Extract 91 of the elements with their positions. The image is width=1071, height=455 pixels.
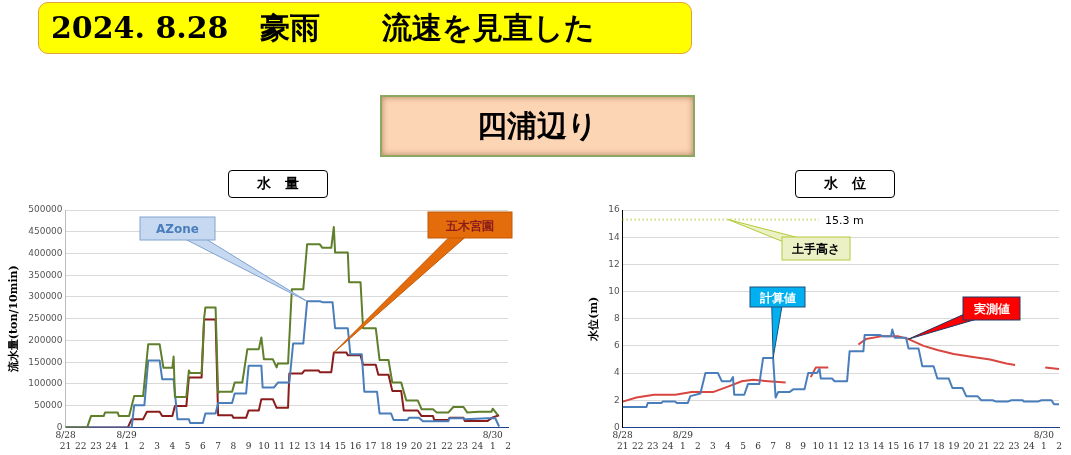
y-tick-label: 0 (56, 421, 63, 432)
x-tick-label: 24 (1023, 440, 1035, 451)
x-tick-label: 2 (1056, 440, 1062, 451)
x-tick-label: 11 (827, 440, 840, 451)
y-tick-label: 450000 (28, 226, 63, 237)
x-tick-label: 16 (349, 440, 362, 451)
x-tick-label: 15 (887, 440, 900, 451)
y-tick-label: 10 (608, 285, 620, 296)
x-tick-label: 20 (962, 440, 975, 451)
y-tick-label: 12 (608, 258, 620, 269)
y-tick-label: 400000 (28, 247, 63, 258)
x-tick-label: 22 (441, 440, 453, 451)
x-tick-label: 23 (90, 440, 103, 451)
x-tick-label: 4 (725, 440, 732, 451)
x-tick-label: 8/30 1 (482, 430, 504, 451)
chart-title: 水 位 (795, 170, 895, 198)
x-tick-label: 21 (978, 440, 990, 451)
text: AZone (156, 222, 199, 236)
x-tick-label: 17 (364, 440, 377, 451)
annotation: 土手高さ (791, 242, 840, 256)
y-tick-label: 250000 (28, 313, 63, 324)
x-tick-label: 24 (471, 440, 484, 451)
text: 2024. 8.28 豪雨 流速を見直した (38, 2, 692, 54)
x-tick-label: 9 (800, 440, 807, 451)
x-tick-label: 14 (319, 440, 331, 451)
x-tick-label: 22 (993, 440, 1005, 451)
x-tick-label: 7 (215, 440, 222, 451)
y-tick-label: 150000 (28, 356, 63, 367)
x-tick-label: 5 (184, 440, 191, 451)
x-tick-label: 16 (902, 440, 915, 451)
y-axis-title: 流水量(ton/10min) (7, 265, 21, 374)
y-axis-title: 水位(m) (587, 296, 601, 342)
x-tick-label: 8/29 1 (116, 430, 137, 451)
x-tick-label: 24 (105, 440, 118, 451)
x-tick-label: 9 (245, 440, 252, 451)
y-tick-label: 14 (608, 231, 620, 242)
x-tick-label: 14 (872, 440, 885, 451)
x-tick-label: 3 (154, 440, 161, 451)
y-tick-label: 16 (608, 204, 620, 215)
x-tick-label: 8/30 1 (1033, 430, 1055, 451)
y-tick-label: 200000 (28, 334, 63, 345)
x-tick-label: 23 (1008, 440, 1020, 451)
x-tick-label: 19 (395, 440, 408, 451)
x-tick-label: 20 (410, 440, 423, 451)
y-tick-label: 500000 (28, 204, 63, 215)
x-tick-label: 2 (695, 440, 701, 451)
x-tick-label: 18 (380, 440, 392, 451)
x-tick-label: 22 (75, 440, 87, 451)
x-tick-label: 7 (770, 440, 777, 451)
y-tick-label: 4 (613, 367, 620, 378)
x-tick-label: 2 (505, 440, 511, 451)
y-tick-label: 2 (613, 394, 620, 405)
y-tick-label: 350000 (28, 269, 63, 280)
x-tick-label: 6 (200, 440, 206, 451)
y-tick-label: 300000 (28, 291, 63, 302)
x-tick-label: 17 (917, 440, 930, 451)
x-tick-label: 4 (169, 440, 176, 451)
x-tick-label: 23 (647, 440, 659, 451)
x-tick-label: 13 (857, 440, 870, 451)
x-tick-label: 13 (303, 440, 316, 451)
x-tick-label: 24 (662, 440, 674, 451)
x-tick-label: 19 (947, 440, 960, 451)
x-tick-label: 12 (842, 440, 855, 451)
x-tick-label: 8 (230, 440, 237, 451)
x-tick-label: 11 (273, 440, 285, 451)
x-tick-label: 8/28 21 (55, 430, 76, 451)
x-tick-label: 21 (425, 440, 438, 451)
x-tick-label: 22 (631, 440, 644, 451)
x-tick-label: 18 (932, 440, 945, 451)
y-tick-label: 50000 (33, 400, 63, 410)
x-tick-label: 5 (740, 440, 747, 451)
x-tick-label: 10 (812, 440, 825, 451)
x-tick-label: 23 (456, 440, 469, 451)
text: 計算値 (758, 290, 796, 305)
x-tick-label: 6 (755, 440, 762, 451)
y-tick-label: 6 (613, 340, 620, 351)
text: 実測値 (972, 302, 1010, 316)
x-tick-label: 12 (288, 440, 301, 451)
y-tick-label: 0 (613, 421, 620, 432)
y-tick-label: 8 (613, 313, 620, 324)
text: 四浦辺り (380, 95, 695, 157)
text: 五木宮園 (445, 218, 494, 233)
ref-line-label: 15.3 m (825, 214, 864, 228)
x-tick-label: 15 (334, 440, 347, 451)
x-tick-label: 8 (785, 440, 792, 451)
chart-title: 水 量 (228, 170, 328, 198)
x-tick-label: 8/29 1 (672, 430, 694, 451)
x-tick-label: 10 (258, 440, 270, 451)
x-tick-label: 3 (710, 440, 717, 451)
x-tick-label: 2 (138, 440, 145, 451)
y-tick-label: 100000 (28, 378, 63, 389)
